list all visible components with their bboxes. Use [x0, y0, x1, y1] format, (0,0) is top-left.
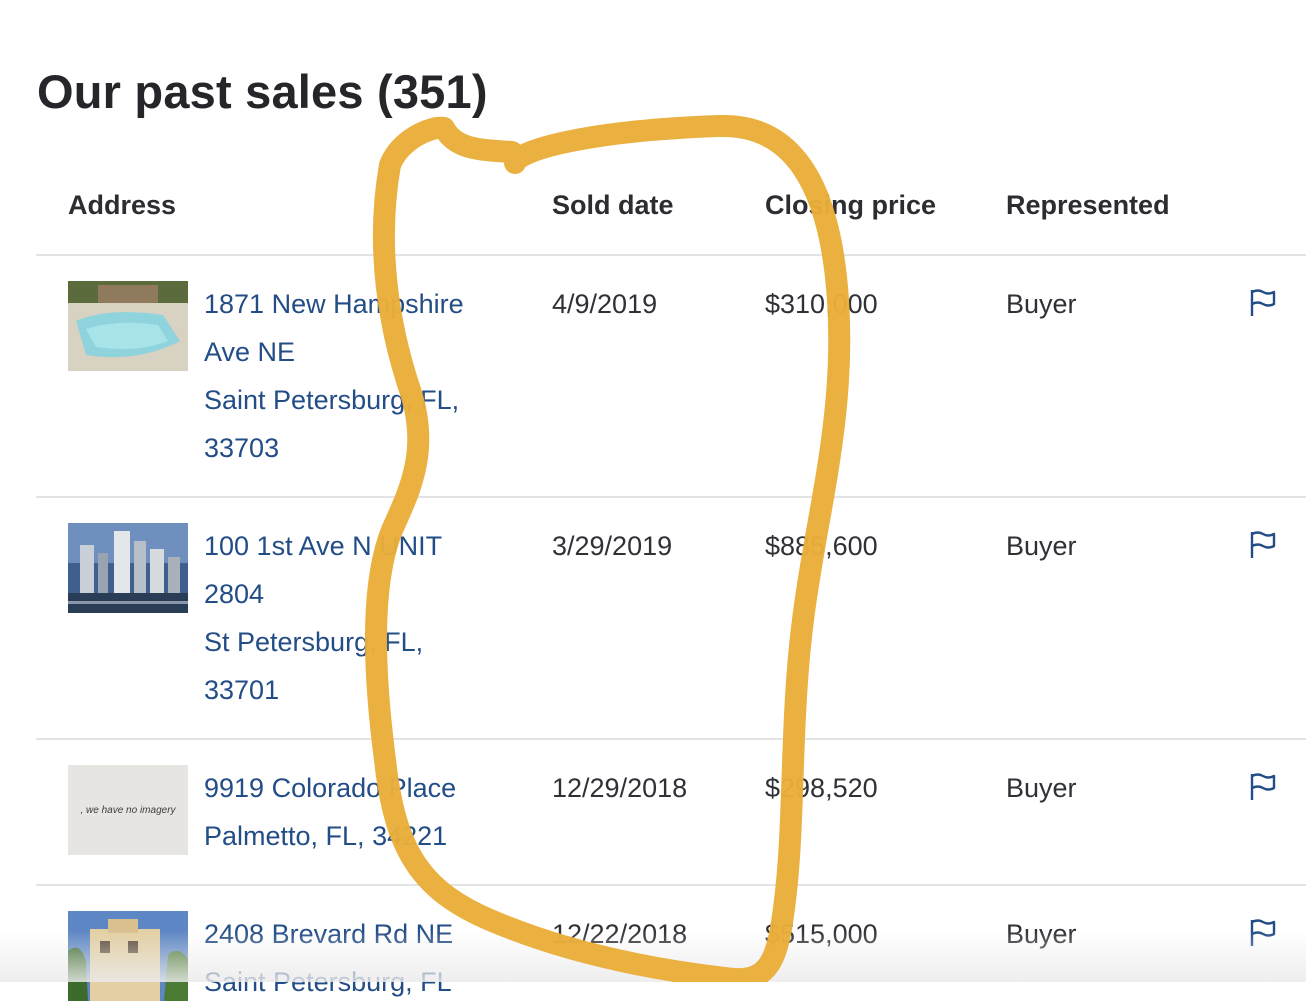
sold-date: 4/9/2019 [552, 289, 658, 319]
sold-date: 12/22/2018 [552, 919, 688, 949]
pool-photo-icon [68, 281, 188, 371]
table-header: Address Sold date Closing price Represen… [36, 160, 1306, 256]
header-closing-price[interactable]: Closing price [765, 190, 937, 220]
closing-price: $515,000 [765, 919, 878, 949]
table-row: , we have no imagery 9919 Colorado Place… [36, 740, 1306, 886]
header-address[interactable]: Address [68, 190, 177, 220]
represented: Buyer [1006, 773, 1077, 803]
page-title: Our past sales (351) [37, 65, 488, 118]
closing-price: $310,000 [765, 289, 878, 319]
address-link[interactable]: 2408 Brevard Rd NE Saint Petersburg, FL [204, 919, 454, 997]
flag-icon[interactable] [1248, 772, 1278, 802]
represented: Buyer [1006, 289, 1077, 319]
header-sold-date[interactable]: Sold date [552, 190, 674, 220]
address-link[interactable]: 100 1st Ave N UNIT 2804 St Petersburg, F… [204, 531, 443, 705]
property-thumbnail-pool[interactable] [68, 281, 188, 371]
table-row: 100 1st Ave N UNIT 2804 St Petersburg, F… [36, 498, 1306, 740]
represented: Buyer [1006, 919, 1077, 949]
address-link[interactable]: 9919 Colorado Place Palmetto, FL, 34221 [204, 773, 457, 851]
flag-icon[interactable] [1248, 530, 1278, 560]
property-thumbnail-house[interactable] [68, 911, 188, 1001]
property-thumbnail-skyline[interactable] [68, 523, 188, 613]
house-photo-icon [68, 911, 188, 1001]
sold-date: 12/29/2018 [552, 773, 688, 803]
header-represented[interactable]: Represented [1006, 190, 1170, 220]
closing-price: $298,520 [765, 773, 878, 803]
table-row: 2408 Brevard Rd NE Saint Petersburg, FL … [36, 886, 1306, 1006]
sold-date: 3/29/2019 [552, 531, 673, 561]
represented: Buyer [1006, 531, 1077, 561]
flag-icon[interactable] [1248, 918, 1278, 948]
table-row: 1871 New Hampshire Ave NE Saint Petersbu… [36, 256, 1306, 498]
address-link[interactable]: 1871 New Hampshire Ave NE Saint Petersbu… [204, 289, 464, 463]
skyline-photo-icon [68, 523, 188, 613]
no-imagery-placeholder[interactable]: , we have no imagery [68, 765, 188, 855]
closing-price: $885,600 [765, 531, 878, 561]
flag-icon[interactable] [1248, 288, 1278, 318]
